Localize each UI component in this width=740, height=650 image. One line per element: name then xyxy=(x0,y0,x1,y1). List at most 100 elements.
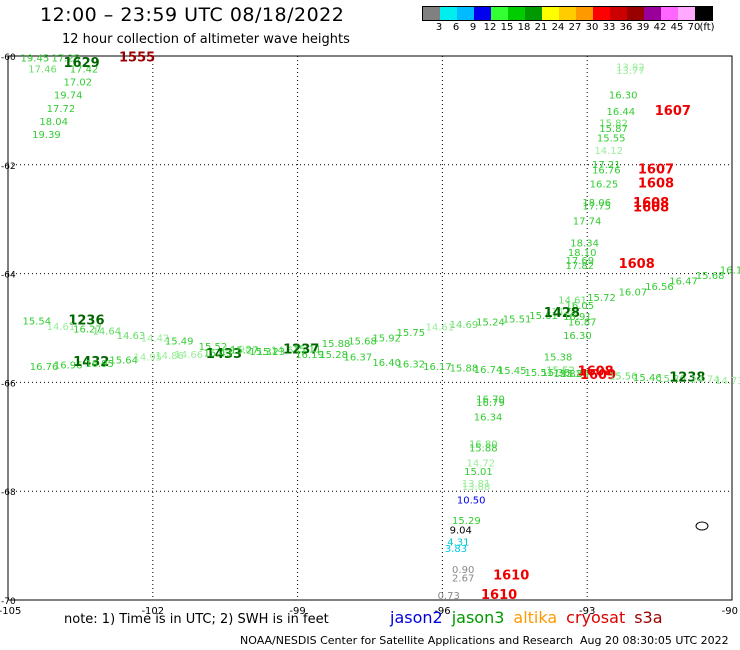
wave-height-label: 15.82 xyxy=(553,369,582,380)
pass-time-label: 1555 xyxy=(119,50,155,65)
wave-height-label: 15.56 xyxy=(609,372,638,383)
wave-height-label: 15.11 xyxy=(293,344,322,355)
legend-tick: 24 xyxy=(551,22,565,33)
wave-height-label: 15.75 xyxy=(397,328,426,339)
legend-swatch xyxy=(423,7,440,20)
longitude-label: -105 xyxy=(0,606,21,617)
wave-height-label: 17.74 xyxy=(573,217,602,228)
legend-swatch xyxy=(678,7,695,20)
legend-tick: 21 xyxy=(534,22,548,33)
wave-height-label: 16.40 xyxy=(372,358,401,369)
wave-height-label: 16.56 xyxy=(645,282,674,293)
credit-line: NOAA/NESDIS Center for Satellite Applica… xyxy=(240,634,574,647)
generation-timestamp: Aug 20 08:30:05 UTC 2022 xyxy=(580,634,729,647)
wave-height-label: 15.54 xyxy=(22,317,51,328)
legend-swatch xyxy=(610,7,627,20)
wave-height-label: 14.86 xyxy=(155,351,184,362)
wave-height-label: 3.83 xyxy=(445,544,467,555)
wave-height-label: 15.20 xyxy=(657,374,686,385)
wave-height-label: 14.69 xyxy=(450,320,479,331)
wave-height-label: 16.47 xyxy=(669,276,698,287)
wave-height-label: 18.04 xyxy=(39,117,68,128)
wave-height-label: 16.70 xyxy=(476,395,505,406)
wave-height-label: 16.74 xyxy=(474,365,503,376)
wave-height-label: 16.07 xyxy=(619,287,648,298)
legend-swatch xyxy=(627,7,644,20)
pass-time-label: 1629 xyxy=(64,56,100,71)
longitude-label: -102 xyxy=(141,606,164,617)
map-title: 12:00 – 23:59 UTC 08/18/2022 xyxy=(40,4,345,26)
pass-time-label: 1428 xyxy=(544,306,580,321)
legend-swatch xyxy=(491,7,508,20)
wave-height-label: 16.95 xyxy=(85,359,114,370)
legend-tick: 70 xyxy=(687,22,701,33)
mission-cryosat: cryosat xyxy=(566,608,626,627)
legend-swatch xyxy=(457,7,474,20)
mission-legend: jason2 jason3 altika cryosat s3a xyxy=(390,608,672,627)
legend-tick: 6 xyxy=(452,22,460,33)
legend-tick: 18 xyxy=(517,22,531,33)
wave-height-label: 16.91 xyxy=(563,312,592,323)
island-outline xyxy=(695,521,709,531)
mission-jason3: jason3 xyxy=(451,608,505,627)
wave-height-label: 17.46 xyxy=(28,64,57,75)
wave-height-label: 14.61 xyxy=(47,322,76,333)
latitude-label: -62 xyxy=(1,162,16,172)
legend-swatch xyxy=(525,7,542,20)
pass-time-label: 1608 xyxy=(638,177,674,192)
legend-tick: 15 xyxy=(500,22,514,33)
legend-labels: 3 6 9 12 15 18 21 24 27 30 33 36 39 42 45 70 (ft) xyxy=(422,21,715,34)
wave-height-label: 15.23 xyxy=(257,347,286,358)
wave-height-label: 14.63 xyxy=(271,346,300,357)
wave-height-label: 14.72 xyxy=(467,459,496,470)
wave-height-label: 14.42 xyxy=(141,334,170,345)
wave-height-label: 15.88 xyxy=(450,364,479,375)
legend-swatch xyxy=(474,7,491,20)
legend-tick: 42 xyxy=(653,22,667,33)
wave-height-label: 15.31 xyxy=(249,347,278,358)
mission-jason2: jason2 xyxy=(390,608,443,627)
latitude-label: -68 xyxy=(1,488,16,498)
wave-height-label: 18.10 xyxy=(568,248,597,259)
wave-height-label: 19.74 xyxy=(54,90,83,101)
wave-height-label: 15.52 xyxy=(546,366,575,377)
wave-height-label: 16.34 xyxy=(474,412,503,423)
wave-height-label: 18.34 xyxy=(570,238,599,249)
wave-height-label: 15.72 xyxy=(587,293,616,304)
wave-height-label: 14.61 xyxy=(426,323,455,334)
legend-swatch xyxy=(644,7,661,20)
legend-swatch xyxy=(440,7,457,20)
wave-height-label: 16.79 xyxy=(476,398,505,409)
wave-height-label: 15.61 xyxy=(529,311,558,322)
wave-height-label: 15.92 xyxy=(372,334,401,345)
wave-height-label: 19.39 xyxy=(32,130,61,141)
wave-height-label: 13.77 xyxy=(616,66,645,77)
wave-height-label: 16.12 xyxy=(720,266,740,277)
map-frame xyxy=(7,55,733,601)
wave-height-label: 16.37 xyxy=(343,353,372,364)
wave-height-label: 16.25 xyxy=(590,180,619,191)
legend-unit: (ft) xyxy=(699,22,715,33)
wave-height-label: 0.73 xyxy=(438,591,460,602)
wave-height-label: 19.45 xyxy=(21,53,50,64)
wave-height-label: 15.52 xyxy=(199,342,228,353)
longitude-label: -93 xyxy=(579,606,595,617)
wave-height-label: 14.61 xyxy=(558,296,587,307)
wave-height-label: 14.95 xyxy=(133,353,162,364)
wave-height-label: 13.82 xyxy=(616,63,645,74)
wave-height-label: 14.66 xyxy=(551,307,580,318)
legend-tick: 3 xyxy=(435,22,443,33)
wave-height-label: 14.64 xyxy=(92,327,121,338)
wave-height-label: 17.72 xyxy=(47,104,76,115)
pass-time-label: 1608 xyxy=(619,257,655,272)
legend-tick: 30 xyxy=(585,22,599,33)
map-grid xyxy=(8,56,732,600)
color-legend: 3 6 9 12 15 18 21 24 27 30 33 36 39 42 45 70 (ft) xyxy=(422,6,715,34)
legend-tick: 36 xyxy=(619,22,633,33)
wave-height-label: 15.43 xyxy=(203,348,232,359)
pass-time-label: 1237 xyxy=(283,343,319,358)
legend-swatches xyxy=(422,6,713,21)
wave-height-label: 14.98 xyxy=(223,344,252,355)
pass-time-label: 1236 xyxy=(68,314,104,329)
